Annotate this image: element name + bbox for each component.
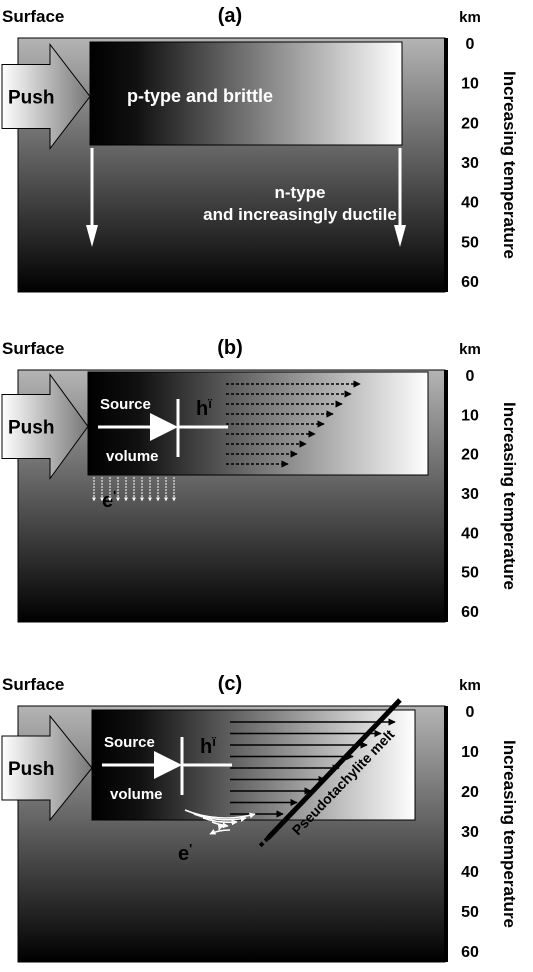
depth-tick-label: 40 bbox=[461, 864, 479, 881]
layer-text: and increasingly ductile bbox=[203, 205, 397, 224]
depth-tick-label: 10 bbox=[461, 744, 479, 761]
depth-tick-label: 0 bbox=[466, 704, 475, 721]
depth-tick-label: 30 bbox=[461, 155, 479, 172]
volume-label: volume bbox=[110, 786, 163, 803]
km-label: km bbox=[459, 9, 481, 26]
electron-base: e bbox=[178, 843, 189, 865]
km-label: km bbox=[459, 341, 481, 358]
push-label: Push bbox=[8, 418, 54, 439]
depth-tick-label: 0 bbox=[466, 368, 475, 385]
panel-label: (c) bbox=[218, 673, 242, 695]
panel: Surface (a) km 0 10 20 30 40 50 60 Increasing temp… bbox=[2, 5, 519, 292]
depth-tick-label: 60 bbox=[461, 274, 479, 291]
km-label: km bbox=[459, 677, 481, 694]
panel-label: (b) bbox=[217, 337, 243, 359]
depth-tick-label: 50 bbox=[461, 565, 479, 582]
depth-tick-label: 20 bbox=[461, 784, 479, 801]
hole-sup: ï bbox=[211, 734, 216, 749]
depth-tick-label: 40 bbox=[461, 525, 479, 542]
depth-tick-label: 60 bbox=[461, 944, 479, 961]
surface-label: Surface bbox=[2, 675, 64, 694]
layer-text: n-type bbox=[275, 183, 326, 202]
panel: Surface (c) km 0 10 20 30 40 50 60 Increasing temp… bbox=[2, 673, 519, 962]
temperature-axis-label: Increasing temperature bbox=[500, 71, 519, 259]
source-label: Source bbox=[104, 734, 155, 751]
surface-label: Surface bbox=[2, 7, 64, 26]
hole-sup: ï bbox=[207, 396, 212, 411]
electron-base: e bbox=[102, 490, 113, 512]
temperature-axis-label: Increasing temperature bbox=[500, 740, 519, 928]
source-label: Source bbox=[100, 396, 151, 413]
surface-label: Surface bbox=[2, 339, 64, 358]
temperature-axis-label: Increasing temperature bbox=[500, 402, 519, 590]
depth-tick-label: 40 bbox=[461, 195, 479, 212]
depth-tick-label: 60 bbox=[461, 604, 479, 621]
depth-tick-label: 30 bbox=[461, 486, 479, 503]
panel: Surface (b) km 0 10 20 30 40 50 60 Increasing temp… bbox=[2, 337, 519, 622]
volume-label: volume bbox=[106, 448, 159, 465]
layer-text: p-type and brittle bbox=[127, 86, 273, 106]
depth-tick-label: 10 bbox=[461, 407, 479, 424]
push-label: Push bbox=[8, 759, 54, 780]
depth-tick-label: 50 bbox=[461, 904, 479, 921]
electron-sup: ' bbox=[189, 841, 192, 856]
depth-tick-label: 30 bbox=[461, 824, 479, 841]
hole-base: h bbox=[196, 398, 208, 420]
panel-label: (a) bbox=[218, 5, 242, 27]
push-label: Push bbox=[8, 88, 54, 109]
depth-tick-label: 50 bbox=[461, 234, 479, 251]
hole-base: h bbox=[200, 736, 212, 758]
depth-tick-label: 10 bbox=[461, 76, 479, 93]
depth-tick-label: 20 bbox=[461, 115, 479, 132]
depth-tick-label: 20 bbox=[461, 447, 479, 464]
figure: Surface (a) km 0 10 20 30 40 50 60 Increasing temp… bbox=[0, 0, 533, 972]
depth-tick-label: 0 bbox=[466, 36, 475, 53]
electron-sup: ' bbox=[113, 488, 116, 503]
